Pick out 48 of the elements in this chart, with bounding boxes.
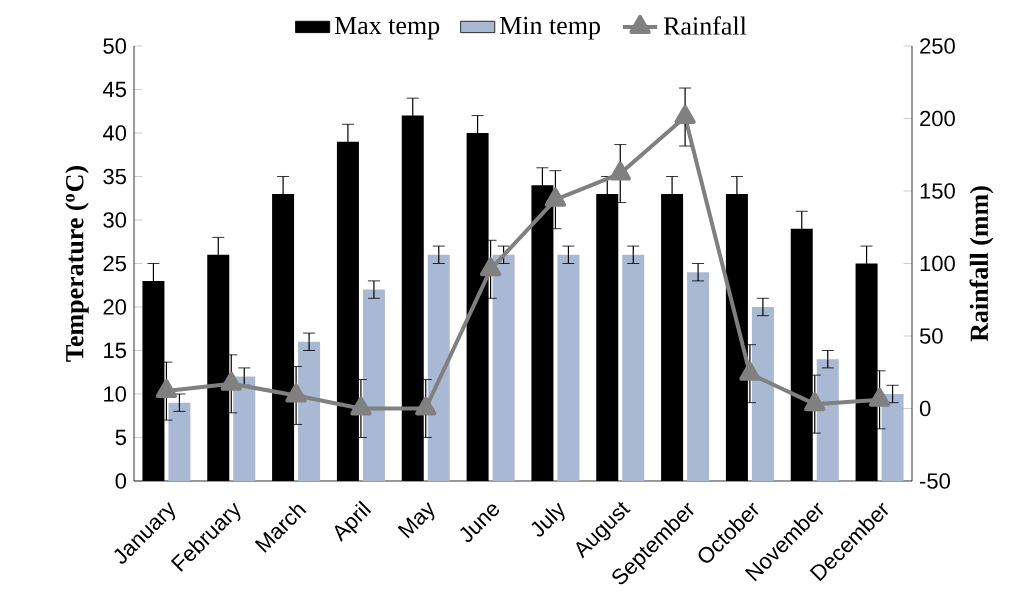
point: [739, 361, 761, 381]
y-tick-label: 35: [103, 168, 126, 185]
point: [674, 105, 696, 125]
y-axis-title: Temperature ($^{o}$C): [65, 166, 89, 362]
y2-tick-label: 50: [919, 328, 943, 344]
y2-axis-title: Rainfall (mm): [969, 186, 994, 342]
bar: [557, 254, 580, 481]
point: [804, 392, 826, 412]
y-tick-label: 20: [103, 299, 127, 315]
bar: [492, 254, 515, 481]
y2-tick-label: 100: [920, 255, 955, 272]
y2-tick-label: 200: [920, 110, 955, 127]
y-tick-label: 10: [104, 386, 127, 402]
y2-tick-label: 250: [920, 38, 955, 54]
legend-label: Min temp: [499, 16, 600, 40]
point: [285, 383, 307, 403]
x-tick-label: May: [397, 502, 435, 539]
point: [609, 161, 631, 181]
point: [220, 371, 242, 391]
bar: [233, 376, 256, 481]
bar: [622, 254, 645, 481]
bar: [816, 359, 839, 481]
y2-tick-label: 0: [919, 400, 931, 417]
point: [350, 396, 372, 416]
bar: [751, 306, 774, 481]
x-tick-label: July: [531, 502, 565, 537]
y-tick-label: 0: [115, 473, 127, 489]
bar: [881, 393, 904, 481]
point: [415, 396, 437, 416]
legend-label: Max temp: [334, 16, 440, 40]
y-tick-label: 50: [103, 38, 127, 54]
point: [868, 387, 891, 407]
y-tick-label: 40: [102, 125, 127, 141]
legend-label: Rainfall: [663, 16, 747, 35]
bar: [168, 402, 191, 481]
y-tick-label: 15: [104, 342, 126, 359]
bar: [427, 254, 450, 481]
bar: [298, 341, 321, 481]
y2-tick-label: 150: [920, 183, 955, 199]
y-tick-label: 30: [103, 212, 127, 228]
y2-tick-label: -50: [920, 473, 950, 489]
y-tick-label: 45: [102, 81, 126, 98]
bar: [687, 272, 710, 481]
point: [155, 379, 178, 399]
bar: [362, 289, 385, 481]
y-tick-label: 5: [115, 429, 126, 446]
point: [479, 257, 502, 277]
y-tick-label: 25: [103, 255, 126, 272]
